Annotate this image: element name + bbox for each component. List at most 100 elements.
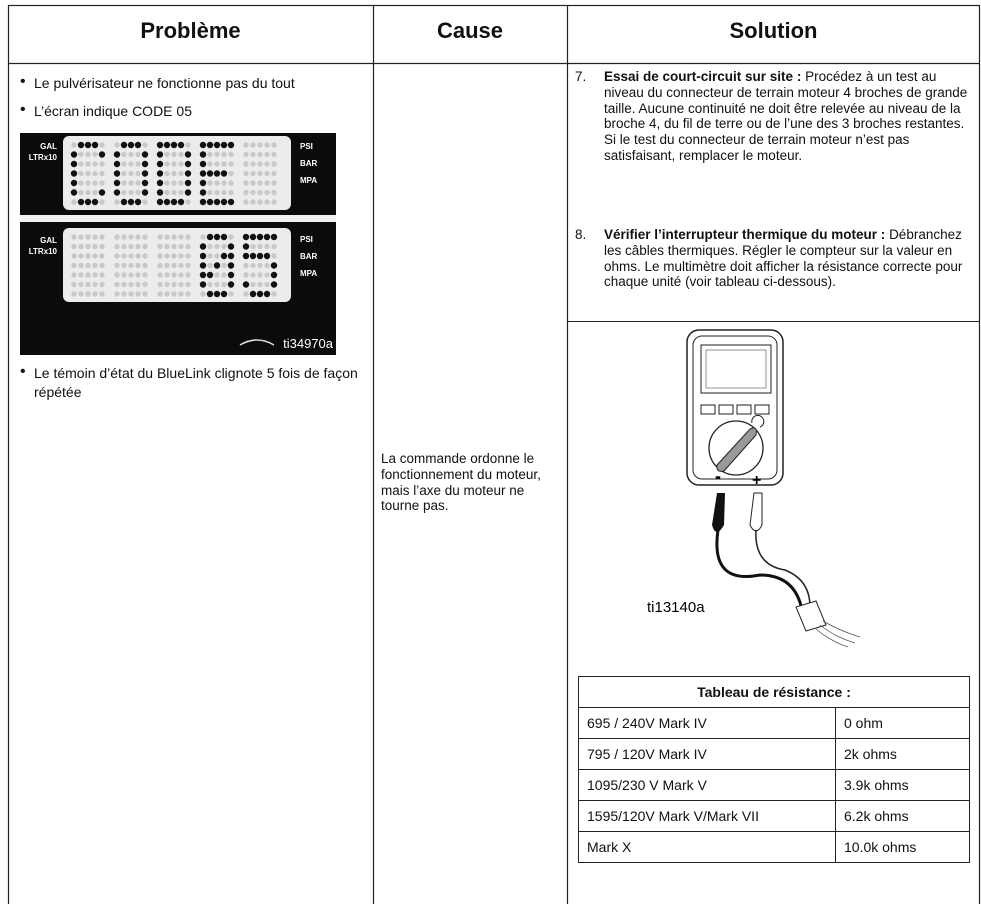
lit-dot	[242, 233, 250, 241]
dim-dot	[128, 281, 134, 288]
lit-dot	[199, 281, 207, 288]
dim-dot	[250, 243, 256, 250]
dim-dot	[257, 189, 263, 196]
dim-dot	[85, 272, 91, 278]
lead-positive	[755, 529, 811, 608]
dim-dot	[114, 243, 120, 250]
dim-dot	[85, 243, 91, 250]
resistance-title: Tableau de résistance :	[578, 676, 970, 708]
dim-dot	[207, 262, 213, 269]
problem-bullet: L’écran indique CODE 05	[20, 100, 374, 121]
dim-dot	[121, 291, 127, 297]
dim-dot	[250, 180, 256, 186]
dim-dot	[214, 281, 220, 288]
resistance-table: Tableau de résistance : 695 / 240V Mark …	[578, 676, 970, 863]
dim-dot	[228, 161, 234, 167]
problem-bullet: Le témoin d’état du BlueLink clignote 5 …	[20, 362, 374, 402]
meter-button	[700, 404, 716, 415]
dim-dot	[92, 161, 98, 167]
resistance-row: Mark X 10.0k ohms	[578, 831, 970, 863]
dim-dot	[257, 180, 263, 186]
display-label: BAR	[300, 159, 318, 168]
dim-dot	[250, 161, 256, 167]
dim-dot	[250, 189, 256, 196]
lit-dot	[177, 141, 185, 149]
lit-dot	[206, 290, 214, 298]
resistance: 10.0k ohms	[835, 831, 970, 863]
dim-dot	[99, 243, 105, 250]
dim-dot	[92, 272, 98, 278]
lit-dot	[170, 198, 178, 206]
dim-dot	[114, 199, 120, 205]
dim-dot	[207, 281, 213, 288]
lit-dot	[213, 290, 221, 298]
dim-dot	[128, 161, 134, 167]
dim-dot	[92, 253, 98, 259]
dim-dot	[185, 253, 191, 259]
dim-dot	[178, 180, 184, 186]
lit-dot	[91, 198, 99, 206]
dim-dot	[171, 291, 177, 297]
dim-dot	[207, 189, 213, 196]
lit-dot	[91, 141, 99, 149]
dim-dot	[264, 262, 270, 269]
dim-dot	[142, 243, 148, 250]
dim-dot	[271, 199, 277, 205]
dim-dot	[164, 189, 170, 196]
lit-dot	[134, 141, 142, 149]
meter-bezel	[692, 335, 778, 480]
dim-dot	[142, 291, 148, 297]
resistance-header-row: Tableau de résistance :	[578, 676, 970, 708]
lit-dot	[213, 170, 221, 177]
dim-dot	[121, 272, 127, 278]
dim-dot	[178, 234, 184, 240]
dim-dot	[171, 161, 177, 167]
lit-dot	[227, 252, 235, 260]
dim-dot	[135, 281, 141, 288]
dim-dot	[92, 243, 98, 250]
dim-dot	[71, 199, 77, 205]
display-label: MPA	[300, 176, 317, 185]
dim-dot	[78, 151, 84, 158]
display-label: MPA	[300, 269, 317, 278]
dim-dot	[250, 170, 256, 177]
dim-dot	[78, 281, 84, 288]
dim-dot	[142, 262, 148, 269]
lit-dot	[227, 198, 235, 206]
dim-dot	[243, 161, 249, 167]
dim-dot	[271, 161, 277, 167]
step-number: 7.	[575, 69, 587, 84]
dim-dot	[114, 142, 120, 148]
lit-dot	[77, 141, 85, 149]
lit-dot	[184, 160, 192, 168]
dim-dot	[214, 151, 220, 158]
dim-dot	[121, 189, 127, 196]
lit-dot	[70, 160, 78, 168]
lit-dot	[163, 198, 171, 206]
lit-dot	[263, 290, 271, 298]
lit-dot	[177, 198, 185, 206]
dim-dot	[99, 272, 105, 278]
lit-dot	[184, 179, 192, 187]
dim-dot	[85, 234, 91, 240]
dim-dot	[171, 262, 177, 269]
dim-dot	[214, 253, 220, 259]
dim-dot	[264, 243, 270, 250]
model: 695 / 240V Mark IV	[578, 707, 836, 739]
dim-dot	[171, 234, 177, 240]
dim-dot	[78, 234, 84, 240]
lead-negative	[715, 529, 804, 611]
dim-dot	[121, 281, 127, 288]
lit-dot	[120, 198, 128, 206]
dim-dot	[114, 234, 120, 240]
step-number: 8.	[575, 227, 587, 242]
dim-dot	[114, 291, 120, 297]
header-solution: Solution	[729, 18, 818, 43]
lit-dot	[199, 170, 207, 177]
dim-dot	[128, 262, 134, 269]
dim-dot	[128, 151, 134, 158]
solution-step: 8. Vérifier l’interrupteur thermique du …	[575, 227, 970, 290]
dim-dot	[178, 262, 184, 269]
dim-dot	[99, 281, 105, 288]
